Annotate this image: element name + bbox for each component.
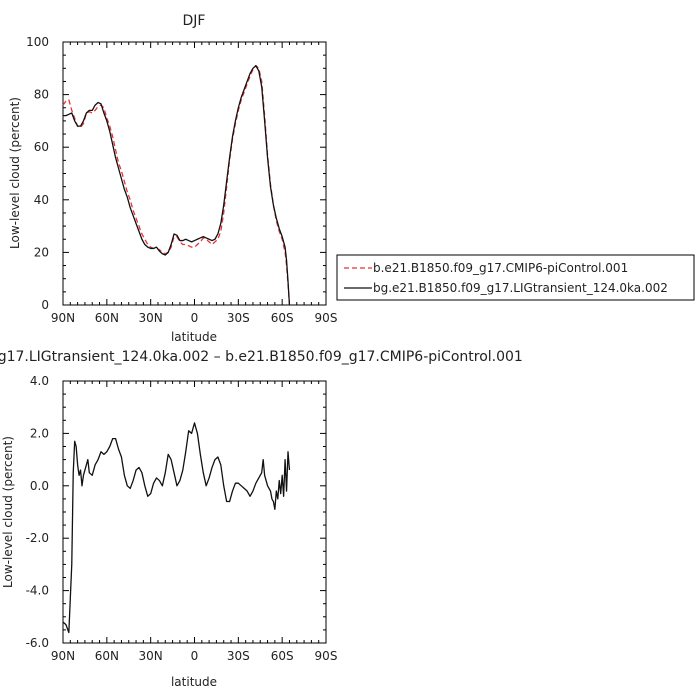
bottom-chart-y-tick-label: -6.0 (26, 636, 49, 650)
top-chart-y-tick-label: 80 (34, 88, 49, 102)
top-chart-y-tick-label: 60 (34, 140, 49, 154)
bottom-chart-y-tick-label: 2.0 (30, 426, 49, 440)
top-chart-x-tick-label: 30N (139, 311, 163, 325)
bottom-chart-y-tick-label: -2.0 (26, 531, 49, 545)
legend-label-picontrol: b.e21.B1850.f09_g17.CMIP6-piControl.001 (373, 261, 628, 275)
bottom-chart-y-tick-label: 0.0 (30, 479, 49, 493)
top-chart-y-tick-label: 100 (26, 35, 49, 49)
bottom-chart-title: bg.e21.B1850.f09_g17.LIGtransient_124.0k… (0, 349, 523, 365)
top-chart-x-tick-label: 0 (191, 311, 199, 325)
top-chart-x-axis-label: latitude (171, 330, 217, 344)
bottom-chart-x-axis-label: latitude (171, 675, 217, 689)
bottom-chart-y-tick-label: -4.0 (26, 584, 49, 598)
top-chart-y-axis-label: Low-level cloud (percent) (8, 97, 22, 249)
top-chart-y-tick-label: 40 (34, 193, 49, 207)
legend-label-ligtransient: bg.e21.B1850.f09_g17.LIGtransient_124.0k… (373, 281, 668, 295)
top-chart-plot-area: 90N 60N 30N 0 30S 60S 90S 0 20 40 60 80 100 (26, 35, 337, 325)
top-chart-y-tick-label: 0 (41, 298, 49, 312)
top-chart-x-tick-label: 90S (315, 311, 338, 325)
legend-box (336, 254, 695, 301)
top-chart-series-line-1 (63, 65, 291, 306)
bottom-chart-x-tick-label: 90N (51, 649, 75, 663)
top-chart-x-tick-label: 60S (271, 311, 294, 325)
legend: b.e21.B1850.f09_g17.CMIP6-piControl.001 … (336, 254, 695, 301)
bottom-chart-frame (62, 380, 327, 644)
bottom-chart-y-tick-label: 4.0 (30, 374, 49, 388)
bottom-chart-y-axis-label: Low-level cloud (percent) (1, 436, 15, 588)
top-chart-x-tick-label: 30S (227, 311, 250, 325)
bottom-chart-x-tick-label: 60N (95, 649, 119, 663)
top-chart-x-tick-label: 90N (51, 311, 75, 325)
top-chart-series-line-0 (62, 65, 291, 306)
top-chart-y-tick-label: 20 (34, 245, 49, 259)
bottom-chart-plot-area: 90N 60N 30N 0 30S 60S 90S -6.0 -4.0 -2.0 0.0 2.0 4.0 (26, 374, 338, 663)
bottom-chart-x-tick-label: 30N (139, 649, 163, 663)
bottom-chart-series-line-0 (62, 422, 291, 634)
bottom-chart-x-tick-label: 60S (271, 649, 294, 663)
top-chart-title: DJF (183, 13, 206, 29)
bottom-chart-x-tick-label: 0 (191, 649, 199, 663)
bottom-chart-x-tick-label: 30S (227, 649, 250, 663)
top-chart-x-tick-label: 60N (95, 311, 119, 325)
bottom-chart-x-tick-label: 90S (315, 649, 338, 663)
